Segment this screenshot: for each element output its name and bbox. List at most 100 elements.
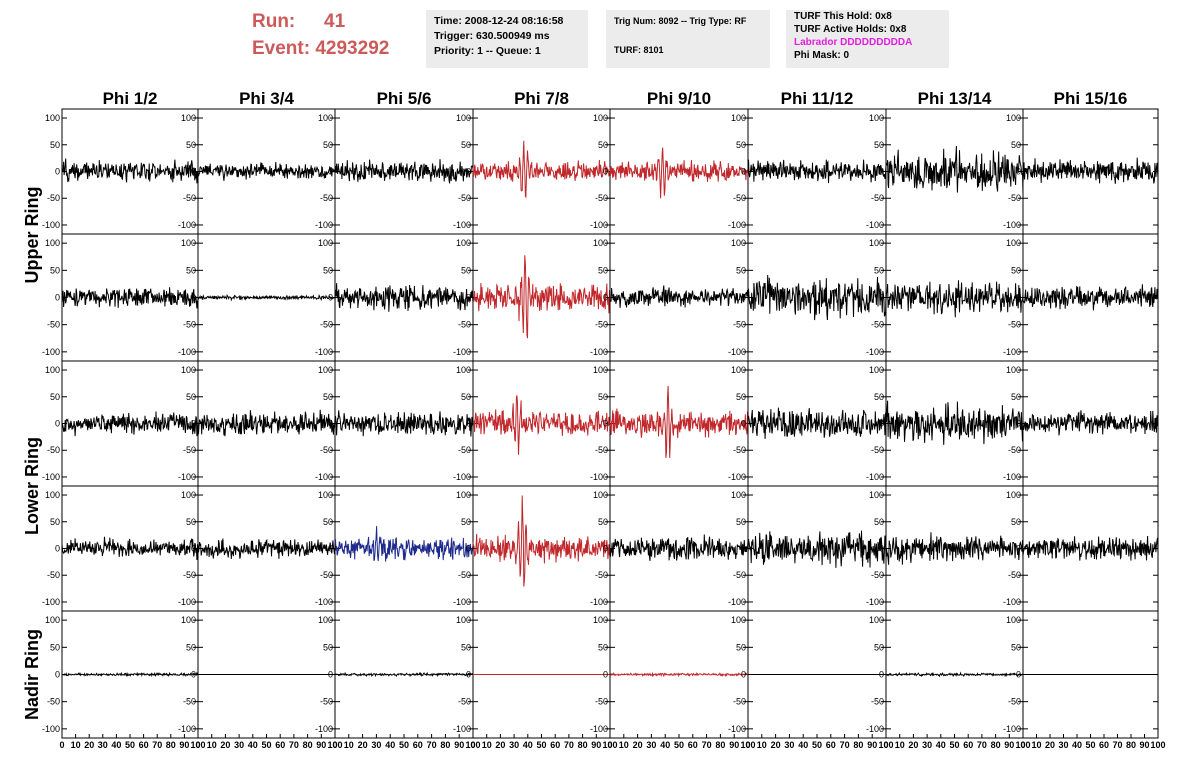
x-tick-label: 30	[98, 740, 108, 750]
y-tick-label: 50	[323, 642, 333, 652]
x-tick-label: 50	[1085, 740, 1095, 750]
y-tick-label: 50	[736, 642, 746, 652]
y-tick-label: -50	[458, 445, 471, 455]
y-tick-label: 100	[593, 365, 608, 375]
y-tick-label: 50	[736, 517, 746, 527]
waveform-trace	[885, 145, 1024, 195]
y-tick-label: 50	[50, 392, 60, 402]
x-tick-label: 0	[745, 740, 750, 750]
y-tick-label: 0	[328, 670, 333, 680]
y-tick-label: -100	[42, 472, 60, 482]
x-tick-label: 100	[878, 740, 893, 750]
x-tick-label: 90	[316, 740, 326, 750]
waveform-trace	[885, 400, 1024, 445]
event-label: Event:	[252, 38, 311, 59]
y-tick-label: -50	[595, 697, 608, 707]
y-tick-label: 100	[1006, 615, 1021, 625]
y-tick-label: 50	[1011, 517, 1021, 527]
y-tick-label: 50	[874, 265, 884, 275]
x-tick-label: 70	[1112, 740, 1122, 750]
waveform-trace	[334, 671, 474, 678]
y-tick-label: 100	[318, 238, 333, 248]
y-tick-label: -50	[458, 193, 471, 203]
run-value: 41	[324, 11, 346, 32]
x-tick-label: 80	[715, 740, 725, 750]
y-tick-label: 50	[186, 265, 196, 275]
x-tick-label: 0	[883, 740, 888, 750]
y-tick-label: 0	[191, 419, 196, 429]
x-tick-label: 60	[826, 740, 836, 750]
waveform-trace	[1022, 157, 1159, 184]
x-tick-label: 80	[303, 740, 313, 750]
x-tick-label: 100	[740, 740, 755, 750]
y-tick-label: 50	[874, 140, 884, 150]
y-tick-label: 100	[456, 490, 471, 500]
waveform-trace	[197, 293, 336, 302]
waveform-trace	[61, 411, 199, 437]
y-tick-label: 0	[741, 167, 746, 177]
y-tick-label: -50	[733, 320, 746, 330]
y-tick-label: 0	[879, 167, 884, 177]
y-tick-label: 0	[741, 419, 746, 429]
x-tick-label: 90	[454, 740, 464, 750]
y-tick-label: 100	[731, 238, 746, 248]
y-tick-label: 100	[731, 615, 746, 625]
waveform-trace	[197, 161, 336, 181]
waveform-trace	[1022, 535, 1159, 561]
y-tick-label: -50	[871, 445, 884, 455]
y-tick-label: 100	[45, 490, 60, 500]
y-tick-label: -50	[458, 320, 471, 330]
run-event-header: Run: 41 Event: 4293292	[252, 8, 389, 62]
waveform-trace	[885, 532, 1024, 565]
column-header: Phi 7/8	[514, 89, 569, 108]
y-tick-label: -100	[1003, 347, 1021, 357]
y-tick-label: 100	[869, 238, 884, 248]
waveform-trace	[1022, 284, 1159, 311]
waveform-trace	[886, 671, 1024, 678]
y-tick-label: -100	[728, 220, 746, 230]
y-tick-label: -100	[866, 597, 884, 607]
waveform-trace	[609, 671, 749, 678]
x-tick-label: 40	[385, 740, 395, 750]
y-tick-label: -100	[590, 724, 608, 734]
y-tick-label: 0	[741, 293, 746, 303]
x-tick-label: 100	[1150, 740, 1165, 750]
y-tick-label: 0	[328, 167, 333, 177]
y-tick-label: -100	[315, 724, 333, 734]
y-tick-label: 100	[318, 490, 333, 500]
y-tick-label: -50	[47, 697, 60, 707]
y-tick-label: -100	[42, 220, 60, 230]
x-tick-label: 40	[936, 740, 946, 750]
x-tick-label: 70	[427, 740, 437, 750]
x-tick-label: 100	[190, 740, 205, 750]
x-tick-label: 40	[1072, 740, 1082, 750]
y-tick-label: 100	[181, 490, 196, 500]
column-header: Phi 11/12	[781, 89, 854, 108]
y-tick-label: -50	[458, 570, 471, 580]
plot-panel-frame	[747, 233, 887, 362]
y-tick-label: 100	[45, 113, 60, 123]
waveform-trace	[1022, 410, 1159, 436]
waveform-trace	[61, 287, 199, 309]
x-tick-label: 40	[523, 740, 533, 750]
y-tick-label: 0	[603, 293, 608, 303]
waveform-trace	[747, 530, 887, 568]
y-tick-label: -50	[320, 320, 333, 330]
x-tick-label: 90	[1139, 740, 1149, 750]
y-tick-label: -50	[1008, 320, 1021, 330]
waveform-trace	[609, 385, 749, 458]
y-tick-label: 0	[879, 544, 884, 554]
y-tick-label: -50	[183, 445, 196, 455]
y-tick-label: -50	[320, 193, 333, 203]
y-tick-label: 100	[45, 615, 60, 625]
y-tick-label: 50	[323, 140, 333, 150]
event-line: Event: 4293292	[252, 35, 389, 62]
waveform-trace	[61, 158, 199, 184]
x-tick-label: 70	[289, 740, 299, 750]
y-tick-label: -50	[733, 570, 746, 580]
y-tick-label: -100	[178, 347, 196, 357]
x-tick-label: 100	[465, 740, 480, 750]
x-tick-label: 80	[1126, 740, 1136, 750]
y-tick-label: -100	[315, 220, 333, 230]
y-tick-label: 0	[603, 167, 608, 177]
